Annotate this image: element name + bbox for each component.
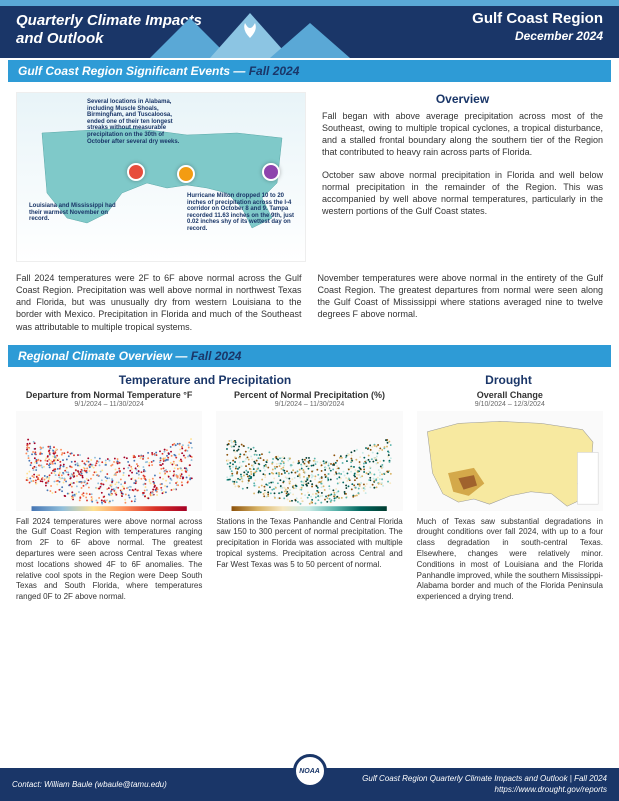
drought-map-sub: 9/10/2024 – 12/3/2024 — [417, 401, 603, 408]
maps-row: Departure from Normal Temperature °F 9/1… — [0, 387, 619, 517]
issue-date: December 2024 — [472, 29, 603, 43]
drought-mini-map — [417, 411, 603, 511]
tp-header-row: Temperature and Precipitation Drought — [0, 367, 619, 387]
section2-bar-label: Regional Climate Overview — — [18, 349, 187, 363]
temp-mini-map — [16, 411, 202, 511]
temp-map-col: Departure from Normal Temperature °F 9/1… — [16, 391, 202, 511]
precip-mini-map — [216, 411, 402, 511]
hurricane-icon — [262, 163, 280, 181]
events-row: Several locations in Alabama, including … — [0, 82, 619, 268]
precip-desc: Stations in the Texas Panhandle and Cent… — [216, 517, 402, 603]
map-annotation-1: Several locations in Alabama, including … — [87, 99, 187, 145]
overview-p2: October saw above normal precipitation i… — [322, 169, 603, 218]
thermometer-icon — [127, 163, 145, 181]
section-bar-events: Gulf Coast Region Significant Events — F… — [8, 60, 611, 82]
footer-line1: Gulf Coast Region Quarterly Climate Impa… — [362, 774, 607, 784]
summary-left: Fall 2024 temperatures were 2F to 6F abo… — [16, 272, 302, 333]
noaa-badge-icon: NOAA — [293, 754, 327, 788]
footer-line2: https://www.drought.gov/reports — [362, 785, 607, 795]
summary-right: November temperatures were above normal … — [318, 272, 604, 333]
section-bar-label: Gulf Coast Region Significant Events — — [18, 64, 245, 78]
overview-column: Overview Fall began with above average p… — [322, 92, 603, 262]
region-name: Gulf Coast Region — [472, 10, 603, 27]
overview-p1: Fall began with above average precipitat… — [322, 110, 603, 159]
events-map: Several locations in Alabama, including … — [16, 92, 306, 262]
precip-map-col: Percent of Normal Precipitation (%) 9/1/… — [216, 391, 402, 511]
temp-map-title: Departure from Normal Temperature °F — [16, 391, 202, 401]
section-bar-season: Fall 2024 — [249, 64, 300, 78]
map-annotation-3: Hurricane Milton dropped 10 to 20 inches… — [187, 193, 297, 233]
mountains-graphic — [150, 8, 350, 58]
precip-map-title: Percent of Normal Precipitation (%) — [216, 391, 402, 401]
overview-title: Overview — [322, 92, 603, 106]
header-right: Gulf Coast Region December 2024 — [472, 10, 603, 43]
summary-row: Fall 2024 temperatures were 2F to 6F abo… — [0, 268, 619, 343]
map-annotation-2: Louisiana and Mississippi had their warm… — [29, 203, 129, 223]
drought-map-col: Overall Change 9/10/2024 – 12/3/2024 — [417, 391, 603, 511]
page-header: Quarterly Climate Impacts and Outlook Gu… — [0, 0, 619, 58]
drought-desc: Much of Texas saw substantial degradatio… — [417, 517, 603, 603]
temp-desc: Fall 2024 temperatures were above normal… — [16, 517, 202, 603]
section2-bar-season: Fall 2024 — [191, 349, 242, 363]
temp-map-sub: 9/1/2024 – 11/30/2024 — [16, 401, 202, 408]
desc-row: Fall 2024 temperatures were above normal… — [0, 517, 619, 611]
drought-map-title: Overall Change — [417, 391, 603, 401]
section-bar-overview: Regional Climate Overview — Fall 2024 — [8, 345, 611, 367]
page-footer: NOAA Contact: William Baule (wbaule@tamu… — [0, 768, 619, 801]
drought-us-map — [417, 411, 603, 511]
precip-map-sub: 9/1/2024 – 11/30/2024 — [216, 401, 402, 408]
tp-title: Temperature and Precipitation — [16, 373, 394, 387]
drought-title: Drought — [414, 373, 603, 387]
footer-right: Gulf Coast Region Quarterly Climate Impa… — [362, 774, 607, 795]
storm-icon — [177, 165, 195, 183]
footer-contact: Contact: William Baule (wbaule@tamu.edu) — [12, 780, 167, 789]
